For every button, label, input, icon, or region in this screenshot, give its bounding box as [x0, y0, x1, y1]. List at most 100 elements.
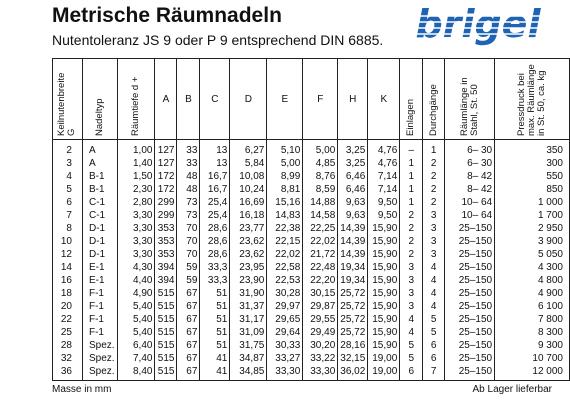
- table-cell: 3,30: [116, 235, 156, 248]
- table-cell: 14,39: [337, 235, 369, 248]
- table-cell: 1: [399, 170, 424, 183]
- table-cell: 14: [52, 261, 83, 274]
- table-cell: 25–150: [444, 313, 496, 326]
- table-cell: 67: [176, 352, 201, 365]
- table-cell: 18: [52, 287, 83, 300]
- table-cell: 4,30: [116, 261, 156, 274]
- table-cell: 67: [176, 339, 201, 352]
- table-cell: 6– 30: [444, 139, 496, 157]
- table-cell: 25,72: [337, 313, 369, 326]
- table-cell: 15,90: [367, 248, 401, 261]
- table-cell: 5: [399, 352, 424, 365]
- table-cell: 31,75: [229, 339, 268, 352]
- table-cell: 22,38: [266, 222, 304, 235]
- table-cell: 22,20: [302, 274, 339, 287]
- table-cell: 25–150: [444, 326, 496, 339]
- table-cell: 25,72: [337, 300, 369, 313]
- table-cell: 515: [154, 339, 178, 352]
- table-cell: 9,50: [367, 209, 401, 222]
- table-cell: 6,27: [229, 139, 268, 157]
- table-row: 36 Spez. 8,40 515 67 41 34,85 33,30 33,30 36,02 19…: [52, 365, 570, 381]
- header-row: Keilnutenbreite G Nadeltyp Räumtiefe d + A B…: [52, 58, 570, 140]
- column-header: D: [229, 58, 268, 140]
- column-header: Pressdruck bei max. Räumlänge in St. 50,…: [494, 58, 570, 140]
- table-cell: 25–150: [444, 248, 496, 261]
- table-row: 12 D-1 3,30 353 70 28,6 23,62 22,02 21,72 14,39 15…: [52, 248, 570, 261]
- table-cell: 30,33: [266, 339, 304, 352]
- column-header-text: Einlagen: [405, 99, 417, 136]
- table-cell: 23,95: [229, 261, 268, 274]
- table-cell: 31,90: [229, 287, 268, 300]
- table-cell: B-1: [81, 183, 118, 196]
- table-cell: 172: [154, 170, 178, 183]
- column-header-text: Räumtiefe d +: [130, 76, 141, 136]
- table-cell: 2: [422, 196, 446, 209]
- table-cell: D-1: [81, 235, 118, 248]
- table-cell: 515: [154, 313, 178, 326]
- table-cell: 8– 42: [444, 170, 496, 183]
- table-cell: 1: [399, 157, 424, 170]
- table-cell: 30,15: [302, 287, 339, 300]
- table-cell: 12 000: [494, 365, 570, 381]
- table-cell: 2 950: [494, 222, 570, 235]
- table-cell: 48: [176, 183, 201, 196]
- table-cell: 172: [154, 183, 178, 196]
- table-cell: 3: [52, 157, 83, 170]
- table-cell: 14,83: [266, 209, 304, 222]
- table-cell: 14,58: [302, 209, 339, 222]
- table-cell: 22,48: [302, 261, 339, 274]
- table-row: 28 Spez. 6,40 515 67 51 31,75 30,33 30,20 28,16 15…: [52, 339, 570, 352]
- table-cell: 5: [399, 339, 424, 352]
- table-cell: 23,62: [229, 248, 268, 261]
- table-cell: 14,88: [302, 196, 339, 209]
- table-cell: 4,85: [302, 157, 339, 170]
- table-cell: 550: [494, 170, 570, 183]
- table-cell: 394: [154, 274, 178, 287]
- table-cell: 3,25: [337, 157, 369, 170]
- table-cell: 33,3: [199, 261, 231, 274]
- table-cell: 515: [154, 365, 178, 381]
- table-cell: 32,15: [337, 352, 369, 365]
- table-cell: 22: [52, 313, 83, 326]
- table-cell: 29,97: [266, 300, 304, 313]
- table-cell: 22,58: [266, 261, 304, 274]
- table-cell: 20: [52, 300, 83, 313]
- table-cell: 7 800: [494, 313, 570, 326]
- table-cell: 2: [422, 170, 446, 183]
- table-cell: 3: [399, 300, 424, 313]
- table-cell: 3: [422, 248, 446, 261]
- table-cell: 353: [154, 235, 178, 248]
- table-cell: 353: [154, 248, 178, 261]
- table-cell: 4: [399, 326, 424, 339]
- table-cell: 25–150: [444, 352, 496, 365]
- table-cell: 30,20: [302, 339, 339, 352]
- table-cell: A: [81, 139, 118, 157]
- table-cell: 2: [399, 209, 424, 222]
- title: Metrische Räumnadeln: [52, 4, 282, 27]
- table-cell: 41: [199, 352, 231, 365]
- table-cell: 8,76: [302, 170, 339, 183]
- table-cell: 21,72: [302, 248, 339, 261]
- table-cell: 1,40: [116, 157, 156, 170]
- table-row: 6 C-1 2,80 299 73 25,4 16,69 15,16 14,88 9,63 9,50…: [52, 196, 570, 209]
- table-cell: 67: [176, 365, 201, 381]
- table-cell: 4: [52, 170, 83, 183]
- table-cell: 16: [52, 274, 83, 287]
- table-row: 5 B-1 2,30 172 48 16,7 10,24 8,81 8,59 6,46 7,14 1 2…: [52, 183, 570, 196]
- table-cell: 7,14: [367, 183, 401, 196]
- table-row: 8 D-1 3,30 353 70 28,6 23,77 22,38 22,25 14,39 15,…: [52, 222, 570, 235]
- table-cell: 41: [199, 365, 231, 381]
- table-cell: 23,77: [229, 222, 268, 235]
- table-cell: C-1: [81, 196, 118, 209]
- table-row: 7 C-1 3,30 299 73 25,4 16,18 14,83 14,58 9,63 9,50…: [52, 209, 570, 222]
- column-header-text: Keilnutenbreite G: [56, 72, 78, 136]
- table-cell: 51: [199, 300, 231, 313]
- table-cell: 51: [199, 287, 231, 300]
- table-cell: 13: [199, 139, 231, 157]
- table-cell: 22,25: [302, 222, 339, 235]
- table-cell: 4: [422, 287, 446, 300]
- table-cell: 15,90: [367, 300, 401, 313]
- table-cell: 4: [422, 261, 446, 274]
- table-row: 4 B-1 1,50 172 48 16,7 10,08 8,99 8,76 6,46 7,14 1 2…: [52, 170, 570, 183]
- table-cell: 2,80: [116, 196, 156, 209]
